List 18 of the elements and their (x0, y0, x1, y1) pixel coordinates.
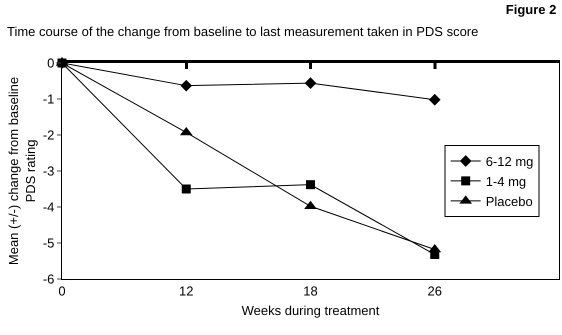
y-tick-label: -1 (42, 92, 54, 107)
y-tick-label: -5 (42, 236, 54, 251)
x-tick-label: 12 (179, 284, 194, 299)
y-tick-label: -6 (42, 272, 54, 287)
legend-label: 6-12 mg (486, 154, 534, 170)
chart-title: Figure 2 (506, 2, 556, 18)
y-tick-label: -3 (42, 164, 54, 179)
legend-label: Placebo (486, 194, 533, 209)
legend-label: 1-4 mg (486, 174, 526, 189)
x-tick-label: 26 (428, 284, 442, 299)
y-tick-label: 0 (47, 56, 54, 71)
x-tick-label: 0 (58, 284, 66, 299)
x-tick-label: 18 (303, 284, 318, 299)
chart-subtitle: Time course of the change from baseline to last measurement taken in PDS score (7, 24, 478, 39)
y-tick-label: -2 (42, 128, 54, 143)
x-axis-title: Weeks during treatment (242, 303, 380, 318)
y-axis-title: Mean (+/-) change from baseline PDS rating (6, 76, 38, 266)
y-tick-label: -4 (42, 200, 54, 215)
